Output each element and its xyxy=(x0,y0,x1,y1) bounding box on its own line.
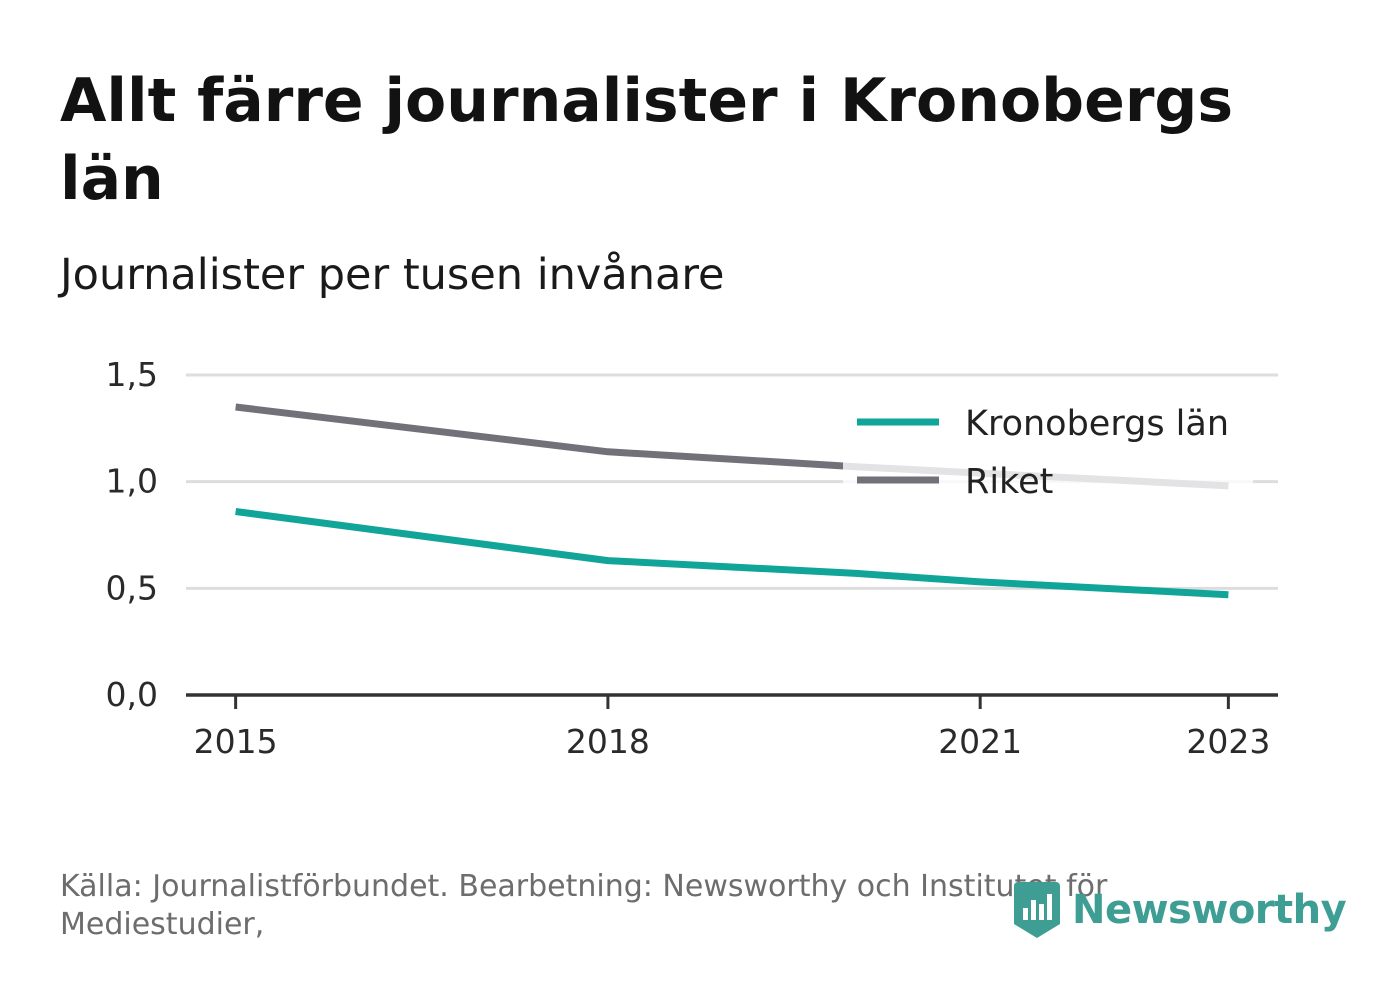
source-note: Källa: Journalistförbundet. Bearbetning:… xyxy=(60,869,1108,942)
y-tick-label: 1,5 xyxy=(106,355,158,394)
legend-label: Kronobergs län xyxy=(965,404,1229,444)
y-tick-label: 0,5 xyxy=(106,568,158,607)
x-tick-label: 2018 xyxy=(566,722,650,761)
chart-title: Allt färre journalister i Kronobergs län xyxy=(60,66,1234,214)
axes: 0,0 0,5 1,0 1,5 2015 2018 2021 2023 xyxy=(106,355,1278,761)
brand-name: Newsworthy xyxy=(1072,887,1347,933)
x-tick-label: 2023 xyxy=(1186,722,1270,761)
series-line-kronobergs-län xyxy=(235,508,1229,599)
brand-logo: Newsworthy xyxy=(1012,878,1347,942)
y-tick-label: 0,0 xyxy=(106,675,158,714)
legend-background xyxy=(843,392,1253,510)
newsworthy-logo-icon xyxy=(1014,882,1060,938)
x-tick-label: 2015 xyxy=(194,722,278,761)
legend: Kronobergs län Riket xyxy=(843,392,1253,510)
chart-subtitle: Journalister per tusen invånare xyxy=(60,250,725,300)
legend-label: Riket xyxy=(965,462,1053,502)
y-tick-label: 1,0 xyxy=(106,462,158,501)
x-tick-label: 2021 xyxy=(938,722,1022,761)
